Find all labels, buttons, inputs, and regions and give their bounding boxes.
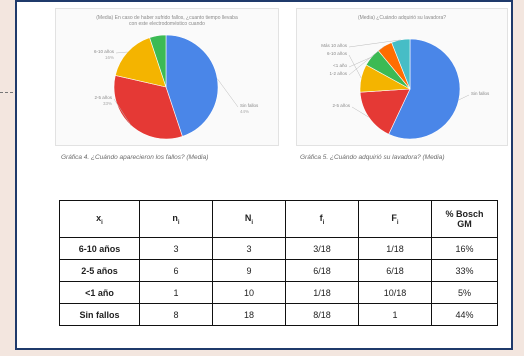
cell-percent: 16% — [431, 237, 498, 260]
header-Ni: Ni — [212, 200, 286, 238]
cell-fi: 8/18 — [285, 303, 359, 326]
header-fi: fi — [285, 200, 359, 238]
slice-label: 2-5 años — [332, 103, 350, 108]
cell-Fi: 1/18 — [358, 237, 432, 260]
slice-percent: 44% — [240, 109, 249, 114]
cell-percent: 5% — [431, 281, 498, 304]
chart-title: (Media) En caso de haber sufrido fallos,… — [96, 15, 238, 27]
slice-label: Sin fallos — [471, 91, 490, 96]
header-percent: % Bosch GM — [431, 200, 498, 238]
slice-label: Más 10 años — [321, 43, 348, 48]
cell-xi: 6-10 años — [59, 237, 140, 260]
cell-fi: 3/18 — [285, 237, 359, 260]
leader-line — [348, 54, 362, 79]
cell-fi: 6/18 — [285, 259, 359, 282]
table-row: 2-5 años 6 9 6/18 6/18 33% — [59, 259, 498, 282]
cell-ni: 3 — [139, 237, 213, 260]
pie-chart-failures: (Media) En caso de haber sufrido fallos,… — [55, 8, 279, 146]
slice-label: <1 año — [333, 63, 347, 68]
pie-slice — [388, 38, 461, 140]
leader-line — [351, 106, 369, 118]
cell-Fi: 1 — [358, 303, 432, 326]
header-xi: xi — [59, 200, 140, 238]
chart-title: (Media) ¿Cuándo adquirió su lavadora? — [357, 15, 447, 21]
header-ni: ni — [139, 200, 213, 238]
cell-Ni: 3 — [212, 237, 286, 260]
pie-chart-svg: Sin fallos 2-5 años 6-10 años <1 año 1-2 año… — [321, 38, 490, 140]
leader-line — [348, 39, 401, 48]
cell-percent: 44% — [431, 303, 498, 326]
cell-ni: 1 — [139, 281, 213, 304]
slice-percent: 33% — [103, 101, 112, 106]
frequency-table: xi ni Ni fi Fi % Bosch GM 6-10 años 3 3 … — [59, 200, 498, 326]
slice-percent: 16% — [105, 55, 114, 60]
pie-slice — [391, 38, 411, 90]
cell-ni: 8 — [139, 303, 213, 326]
chart-caption: Gráfica 4. ¿Cuándo aparecieron los fallo… — [61, 154, 209, 161]
cell-xi: <1 año — [59, 281, 140, 304]
chart-caption: Gráfica 5. ¿Cuándo adquirió su lavadora?… — [300, 154, 445, 161]
leader-line — [348, 45, 385, 76]
pie-slice — [149, 34, 167, 88]
table-row: 6-10 años 3 3 3/18 1/18 16% — [59, 237, 498, 260]
cell-Ni: 10 — [212, 281, 286, 304]
slice-label: 1-2 años — [329, 71, 347, 76]
cell-xi: 2-5 años — [59, 259, 140, 282]
slice-label: 2-5 años — [94, 95, 112, 100]
slice-label: Sin fallos — [240, 103, 259, 108]
slice-label: 6-10 años — [327, 51, 348, 56]
leader-line — [217, 78, 239, 108]
cell-Ni: 18 — [212, 303, 286, 326]
header-Fi: Fi — [358, 200, 432, 238]
cell-ni: 6 — [139, 259, 213, 282]
leader-line — [458, 94, 470, 101]
leader-line — [348, 56, 372, 68]
table-row: <1 año 1 10 1/18 10/18 5% — [59, 281, 498, 304]
leader-line — [113, 98, 132, 126]
cell-percent: 33% — [431, 259, 498, 282]
cell-fi: 1/18 — [285, 281, 359, 304]
pie-chart-purchase: (Media) ¿Cuándo adquirió su lavadora? Si… — [296, 8, 508, 146]
cell-Fi: 6/18 — [358, 259, 432, 282]
leader-line — [115, 51, 128, 54]
pie-slice — [114, 37, 167, 88]
table-header-row: xi ni Ni fi Fi % Bosch GM — [59, 200, 498, 238]
document-panel: (Media) En caso de haber sufrido fallos,… — [15, 0, 513, 350]
cell-Ni: 9 — [212, 259, 286, 282]
dashed-connector — [0, 92, 18, 93]
pie-slice — [359, 88, 411, 135]
cell-xi: Sin fallos — [59, 303, 140, 326]
slice-label: 6-10 años — [94, 49, 115, 54]
table-row: Sin fallos 8 18 8/18 1 44% — [59, 303, 498, 326]
pie-slice — [165, 34, 219, 137]
cell-Fi: 10/18 — [358, 281, 432, 304]
